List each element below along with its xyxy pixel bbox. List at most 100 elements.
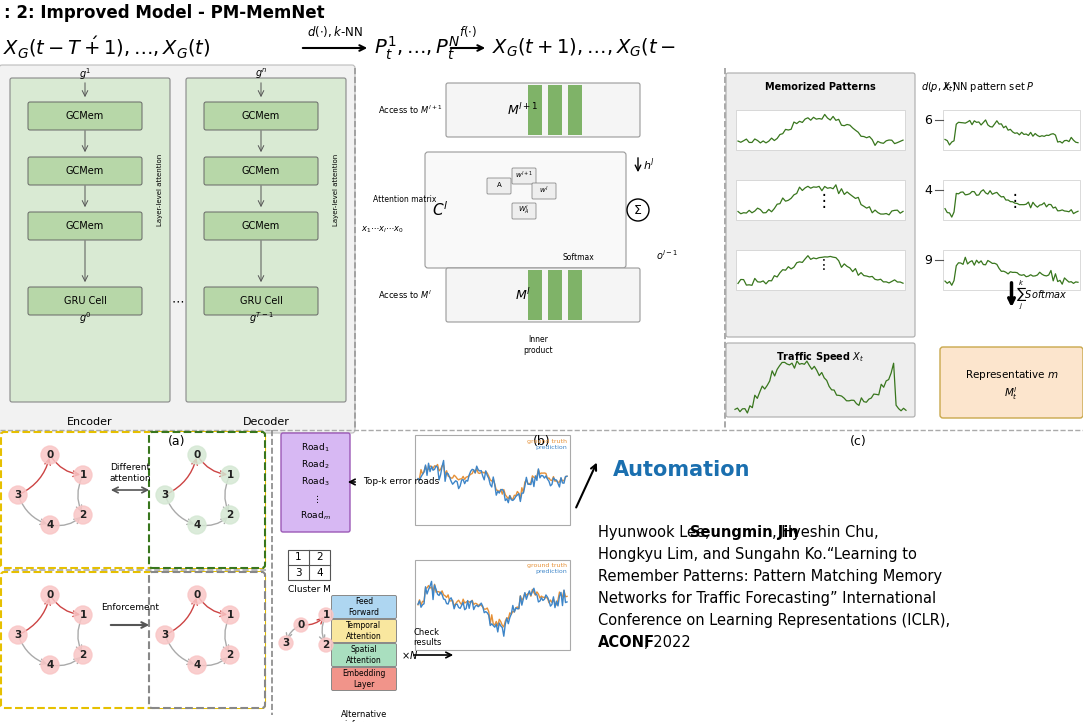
Text: 3: 3 <box>296 567 302 578</box>
Circle shape <box>221 646 239 664</box>
Text: (b): (b) <box>533 435 550 448</box>
Text: $P_t^1,\ldots,P_t^N$: $P_t^1,\ldots,P_t^N$ <box>374 35 460 61</box>
Text: 3: 3 <box>283 638 289 648</box>
Text: : 2: Improved Model - PM-MemNet: : 2: Improved Model - PM-MemNet <box>4 4 325 22</box>
Circle shape <box>293 618 308 632</box>
Text: 3: 3 <box>14 630 22 640</box>
Text: 2: 2 <box>226 510 234 520</box>
Text: $\vdots$: $\vdots$ <box>815 258 825 272</box>
Bar <box>415 560 570 650</box>
Bar <box>943 250 1080 290</box>
Text: Alternative
inference: Alternative inference <box>341 710 388 722</box>
Text: Spatial
Attention: Spatial Attention <box>347 645 382 665</box>
Bar <box>288 550 330 580</box>
Text: $k$-NN pattern set $P$: $k$-NN pattern set $P$ <box>943 80 1034 94</box>
Text: $\Sigma$: $\Sigma$ <box>634 204 642 217</box>
Text: $g^1$: $g^1$ <box>79 66 91 82</box>
Text: $\times N$: $\times N$ <box>401 649 418 661</box>
FancyBboxPatch shape <box>149 432 265 568</box>
Text: Check
results: Check results <box>413 627 442 647</box>
Text: Embedding
Layer: Embedding Layer <box>342 669 386 689</box>
Text: Traffic Speed $X_t$: Traffic Speed $X_t$ <box>777 350 864 364</box>
Text: Road$_m$: Road$_m$ <box>300 510 330 522</box>
FancyBboxPatch shape <box>28 157 142 185</box>
Text: 2: 2 <box>79 510 87 520</box>
FancyBboxPatch shape <box>532 183 556 199</box>
Text: Temporal
Attention: Temporal Attention <box>347 622 382 640</box>
FancyBboxPatch shape <box>446 83 640 137</box>
Text: 3: 3 <box>14 490 22 500</box>
FancyBboxPatch shape <box>186 78 345 402</box>
Circle shape <box>319 638 332 652</box>
Text: 0: 0 <box>194 590 200 600</box>
Bar <box>567 270 582 320</box>
Circle shape <box>41 656 58 674</box>
Bar <box>943 180 1080 220</box>
Bar <box>548 270 562 320</box>
Text: (a): (a) <box>168 435 186 448</box>
Circle shape <box>221 466 239 484</box>
FancyBboxPatch shape <box>512 168 536 184</box>
Text: GCMem: GCMem <box>242 166 280 176</box>
Text: 4: 4 <box>193 660 200 670</box>
Text: , 2022: , 2022 <box>644 635 691 650</box>
Text: $g^0$: $g^0$ <box>79 310 91 326</box>
Text: 9: 9 <box>924 253 932 266</box>
FancyBboxPatch shape <box>0 65 355 433</box>
Text: ACONF: ACONF <box>598 635 655 650</box>
FancyBboxPatch shape <box>331 619 396 643</box>
Text: Decoder: Decoder <box>243 417 289 427</box>
Text: Encoder: Encoder <box>67 417 113 427</box>
Text: Hongkyu Lim, and Sungahn Ko.“Learning to: Hongkyu Lim, and Sungahn Ko.“Learning to <box>598 547 917 562</box>
Circle shape <box>9 626 27 644</box>
Text: Feed
Forward: Feed Forward <box>349 597 379 617</box>
Text: Inner
product: Inner product <box>523 335 552 355</box>
Text: $M^{l+1}$: $M^{l+1}$ <box>507 102 538 118</box>
Text: 4: 4 <box>316 567 323 578</box>
FancyBboxPatch shape <box>331 668 396 690</box>
Circle shape <box>41 516 58 534</box>
Bar <box>736 250 905 290</box>
Text: Representative $m$
$M^l_t$: Representative $m$ $M^l_t$ <box>965 368 1058 401</box>
Text: 2: 2 <box>79 650 87 660</box>
Text: 1: 1 <box>323 610 329 620</box>
Circle shape <box>74 466 92 484</box>
Text: , Hyeshin Chu,: , Hyeshin Chu, <box>772 525 878 540</box>
FancyBboxPatch shape <box>149 572 265 708</box>
Text: $d(\cdot),k\text{-NN}$: $d(\cdot),k\text{-NN}$ <box>308 24 363 39</box>
Circle shape <box>221 506 239 524</box>
Text: GCMem: GCMem <box>242 221 280 231</box>
Circle shape <box>221 606 239 624</box>
Text: $W^l_A$: $W^l_A$ <box>518 204 530 217</box>
Circle shape <box>188 446 206 464</box>
Text: Automation: Automation <box>613 460 751 480</box>
Text: Access to $M^{l+1}$: Access to $M^{l+1}$ <box>378 104 443 116</box>
Text: Layer-level attention: Layer-level attention <box>157 154 164 226</box>
Text: Road$_2$: Road$_2$ <box>301 458 329 471</box>
Text: 1: 1 <box>79 470 87 480</box>
FancyBboxPatch shape <box>1 572 265 708</box>
FancyBboxPatch shape <box>726 73 915 337</box>
FancyBboxPatch shape <box>726 343 915 417</box>
Text: 1: 1 <box>79 610 87 620</box>
Circle shape <box>188 516 206 534</box>
Text: $x_1 \cdots x_l \cdots x_0$: $x_1 \cdots x_l \cdots x_0$ <box>361 225 404 235</box>
Bar <box>736 110 905 150</box>
Text: 1: 1 <box>226 470 234 480</box>
Text: 6: 6 <box>924 113 932 126</box>
Text: $C^l$: $C^l$ <box>432 201 448 219</box>
Text: 4: 4 <box>47 520 54 530</box>
Text: 2: 2 <box>226 650 234 660</box>
Text: Road$_1$: Road$_1$ <box>301 442 329 454</box>
Text: $\vdots$: $\vdots$ <box>1006 191 1017 209</box>
Text: 4: 4 <box>193 520 200 530</box>
FancyBboxPatch shape <box>446 268 640 322</box>
Text: 3: 3 <box>161 630 169 640</box>
Text: Cluster M: Cluster M <box>288 585 330 594</box>
Text: Memorized Patterns: Memorized Patterns <box>765 82 876 92</box>
Text: $w^l$: $w^l$ <box>539 184 549 196</box>
Text: 1: 1 <box>296 552 302 562</box>
Text: $\vdots$: $\vdots$ <box>312 493 318 505</box>
Text: $h^l$: $h^l$ <box>643 157 655 173</box>
FancyBboxPatch shape <box>28 287 142 315</box>
